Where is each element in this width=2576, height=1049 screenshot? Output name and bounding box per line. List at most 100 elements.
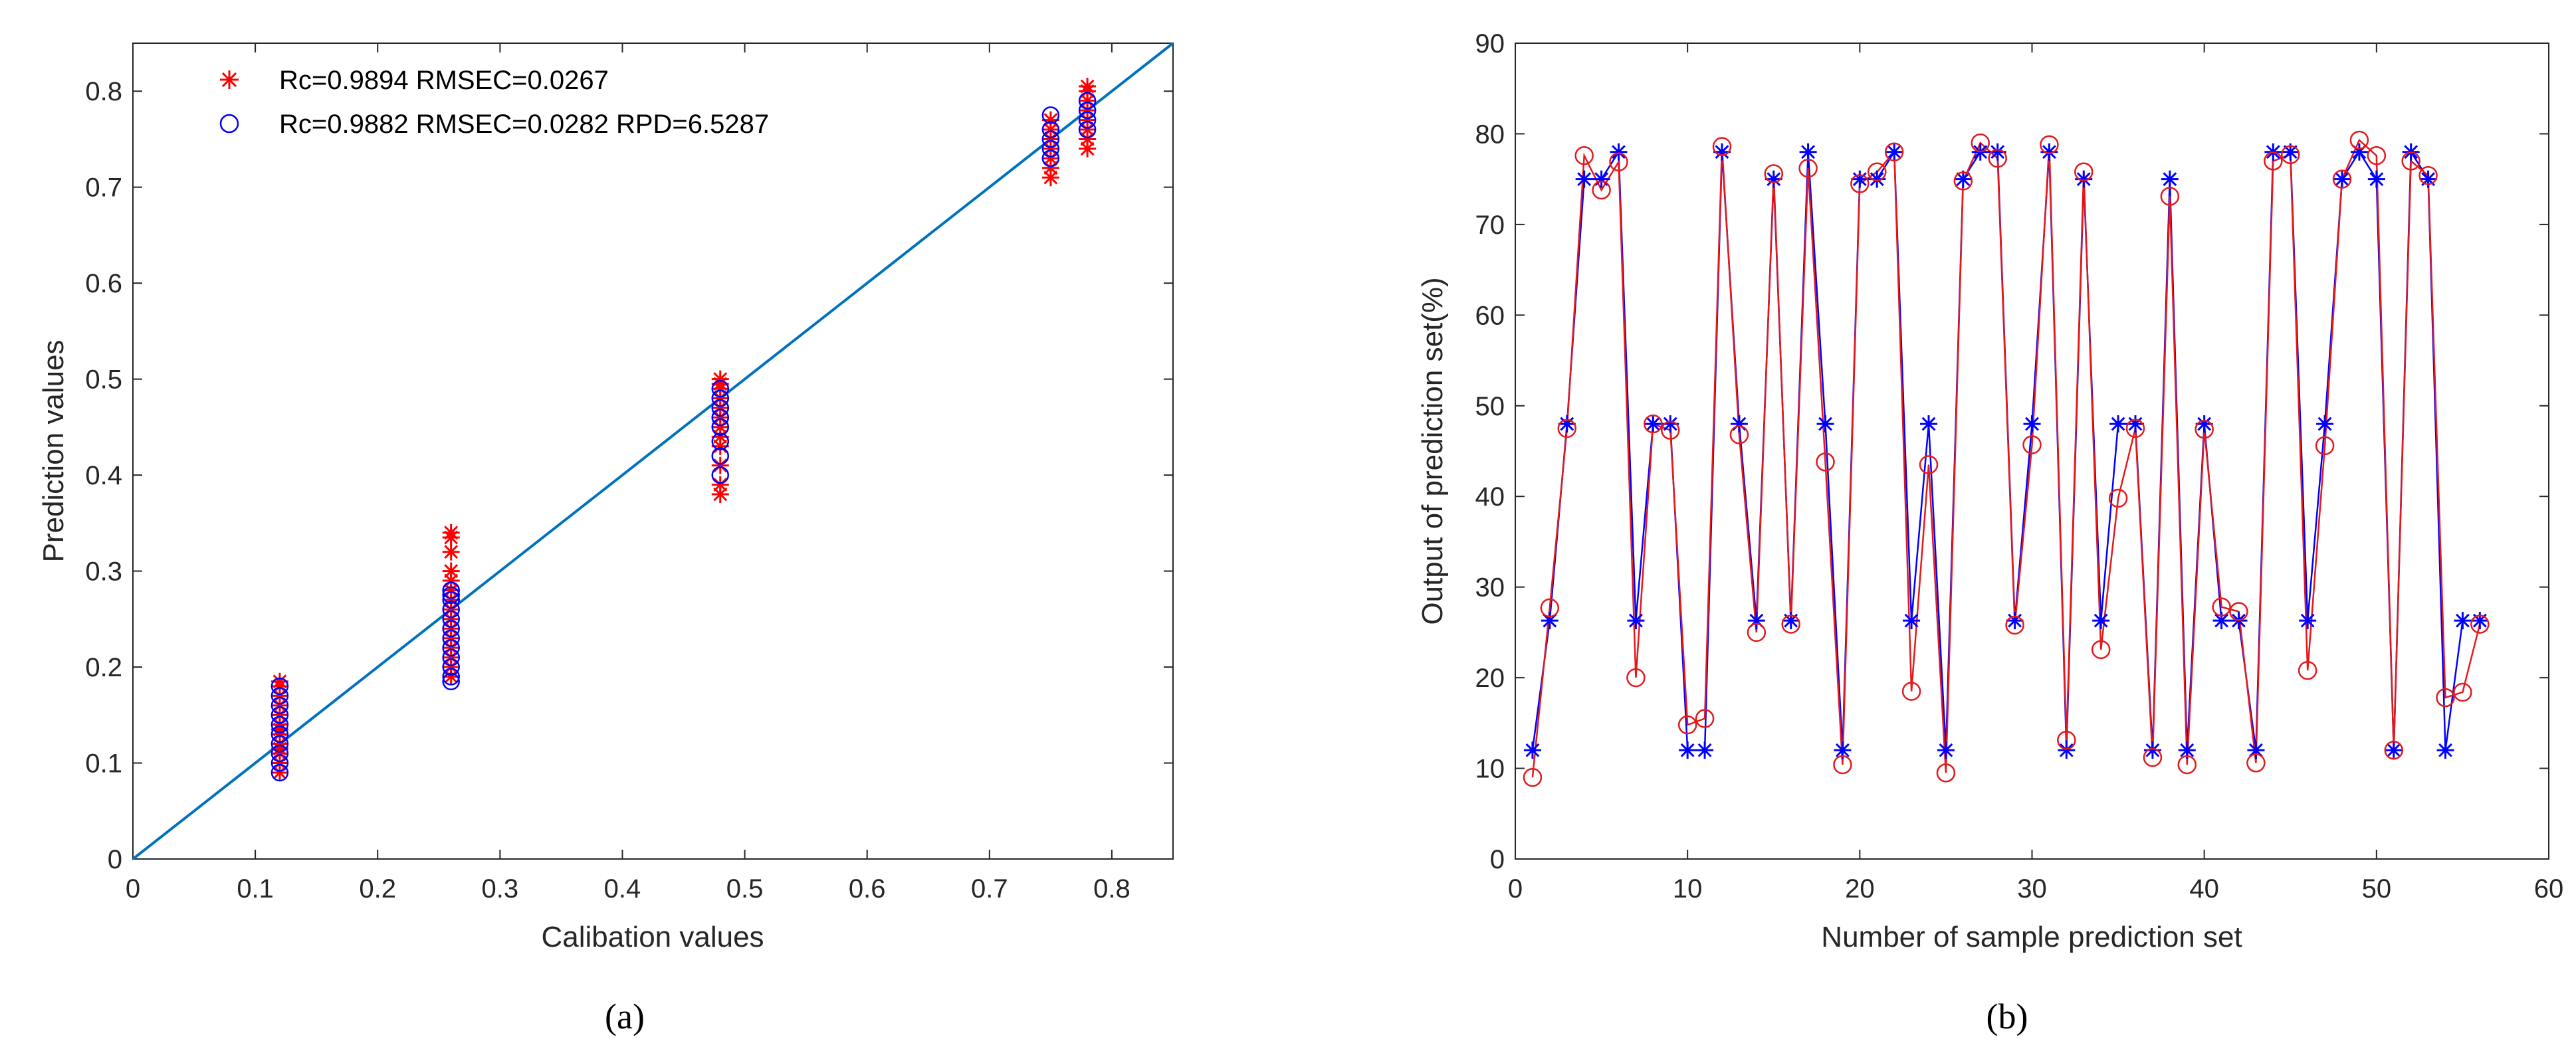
- panel-a-point-circle: [711, 432, 730, 450]
- panel-b-point-circle: [2298, 660, 2317, 680]
- panel-b-point-asterisk: [2316, 415, 2334, 433]
- legend-marker-asterisk-icon: [220, 70, 239, 89]
- legend-circle-symbol: [219, 114, 239, 134]
- panel-a-point-asterisk: [711, 476, 729, 494]
- panel-a-x-tick-label: 0.1: [237, 874, 274, 904]
- panel-a-point-circle: [270, 763, 289, 782]
- panel-b-point-asterisk: [2092, 612, 2110, 630]
- panel-b-point-asterisk: [2333, 170, 2351, 188]
- panel-a-x-tick-label: 0.6: [849, 874, 886, 904]
- panel-b-point-circle: [1677, 715, 1697, 735]
- panel-b-point-asterisk: [2075, 170, 2093, 188]
- panel-b-point-asterisk: [1816, 415, 1834, 433]
- panel-b-point-asterisk: [2367, 170, 2385, 188]
- panel-a-x-tick-label: 0.7: [971, 874, 1008, 904]
- panel-b-point-circle: [1592, 180, 1611, 200]
- panel-b-point-circle: [2177, 755, 2197, 775]
- panel-b-point-asterisk: [1523, 741, 1541, 759]
- panel-b-point-circle: [1574, 145, 1594, 165]
- panel-a-x-tick-label: 0.2: [359, 874, 396, 904]
- panel-b-point-circle: [2436, 688, 2455, 708]
- legend-marker-circle-icon: [219, 114, 239, 134]
- legend-entry-series-2: Rc=0.9882 RMSEC=0.0282 RPD=6.5287: [279, 110, 769, 139]
- panel-b-point-circle: [1781, 615, 1800, 634]
- panel-b-point-circle: [1816, 452, 1835, 472]
- panel-b-point-circle: [2212, 597, 2231, 617]
- panel-a-point-circle: [1078, 101, 1097, 120]
- panel-a-point-circle: [1041, 140, 1060, 158]
- panel-b-x-axis-label: Number of sample prediction set: [1821, 921, 2242, 953]
- panel-b-x-tick-label: 10: [1673, 874, 1703, 904]
- panel-a-point-circle: [1078, 120, 1097, 139]
- panel-a-point-circle: [442, 629, 460, 647]
- panel-b-point-circle: [1644, 414, 1663, 434]
- panel-b-point-circle: [2349, 130, 2369, 150]
- panel-a-point-circle: [442, 648, 460, 666]
- panel-a-y-tick-label: 0.6: [85, 269, 122, 298]
- panel-b-y-tick-label: 30: [1475, 573, 1505, 603]
- panel-a-point-circle: [270, 744, 289, 763]
- panel-a-caption: (a): [605, 997, 645, 1036]
- panel-a-point-circle: [1078, 92, 1097, 110]
- panel-a-scatter-chart: 0 0.1 0.2 0.3 0.4 0.5 0.6 0.7 0.8 0 0.1 0.2 0.3 0.4 0.…: [37, 42, 1174, 1036]
- panel-a-point-asterisk: [442, 562, 460, 580]
- panel-a-x-axis-label: Calibation values: [541, 921, 764, 953]
- panel-a-point-asterisk: [711, 456, 729, 474]
- panel-a-point-circle: [711, 418, 730, 436]
- panel-b-y-tick-label: 50: [1475, 392, 1505, 421]
- panel-b-line-predicted: [1531, 138, 2481, 778]
- panel-b-point-circle: [2367, 145, 2387, 165]
- panel-b-x-tick-label: 0: [1508, 874, 1523, 904]
- panel-a-point-circle: [442, 620, 460, 638]
- panel-b-point-circle: [1850, 174, 1870, 193]
- panel-a-point-circle: [270, 706, 289, 724]
- panel-b-point-circle: [2401, 151, 2420, 171]
- panel-a-y-tick-label: 0.2: [85, 653, 122, 682]
- panel-b-x-tick-label: 50: [2362, 874, 2392, 904]
- panel-b-point-asterisk: [1610, 143, 1628, 161]
- panel-a-point-circle: [442, 601, 460, 619]
- panel-b-point-asterisk: [2436, 741, 2454, 759]
- panel-a-point-circle: [442, 668, 460, 686]
- panel-b-point-circle: [2005, 615, 2024, 635]
- panel-b-point-circle: [2125, 419, 2145, 438]
- panel-b-point-circle: [2384, 741, 2403, 760]
- panel-a-point-circle: [711, 389, 730, 407]
- panel-b-x-tick-label: 60: [2534, 874, 2564, 904]
- panel-a-point-circle: [442, 658, 460, 676]
- panel-a-point-circle: [270, 696, 289, 715]
- panel-b-y-tick-label: 40: [1475, 482, 1505, 512]
- panel-b-point-asterisk: [2212, 612, 2230, 630]
- panel-a-point-circle: [442, 610, 460, 628]
- panel-a-point-asterisk: [442, 524, 460, 541]
- panel-b-point-circle: [2281, 145, 2300, 165]
- panel-b-point-circle: [1919, 455, 1939, 474]
- panel-b-point-asterisk: [1541, 612, 1558, 630]
- panel-b-point-circle: [2418, 165, 2438, 185]
- panel-b-point-asterisk: [1851, 170, 1869, 188]
- panel-b-axis-ticks: 0 10 20 30 40 50 60 0 10 20 30 40 50 60 70 80 90: [1475, 29, 2564, 904]
- panel-a-x-tick-label: 0.5: [726, 874, 764, 904]
- panel-b-point-circle: [1764, 164, 1783, 183]
- panel-b-y-tick-label: 0: [1490, 845, 1505, 874]
- panel-b-point-asterisk: [2299, 612, 2317, 630]
- panel-a-point-circle: [1078, 111, 1097, 129]
- legend-asterisk-symbol: [220, 70, 239, 89]
- panel-b-point-asterisk: [1937, 741, 1955, 759]
- panel-b-point-asterisk: [2454, 612, 2472, 630]
- panel-b-x-tick-label: 30: [2017, 874, 2047, 904]
- panel-b-point-circle: [1729, 425, 1749, 444]
- panel-b-point-circle: [2091, 640, 2111, 660]
- panel-b-y-tick-label: 70: [1475, 211, 1505, 240]
- panel-a-legend: Rc=0.9894 RMSEC=0.0267 Rc=0.9882 RMSEC=0…: [199, 54, 877, 154]
- panel-a-x-tick-label: 0.8: [1093, 874, 1130, 904]
- panel-a-x-tick-label: 0: [126, 874, 140, 904]
- panel-b-point-asterisk: [2006, 612, 2024, 630]
- panel-a-point-circle: [711, 409, 730, 427]
- panel-b-x-tick-label: 20: [1845, 874, 1875, 904]
- panel-b-point-circle: [2246, 753, 2266, 773]
- panel-a-point-circle: [270, 754, 289, 772]
- panel-a-fit-line: [132, 42, 1174, 860]
- panel-b-point-circle: [1557, 419, 1576, 438]
